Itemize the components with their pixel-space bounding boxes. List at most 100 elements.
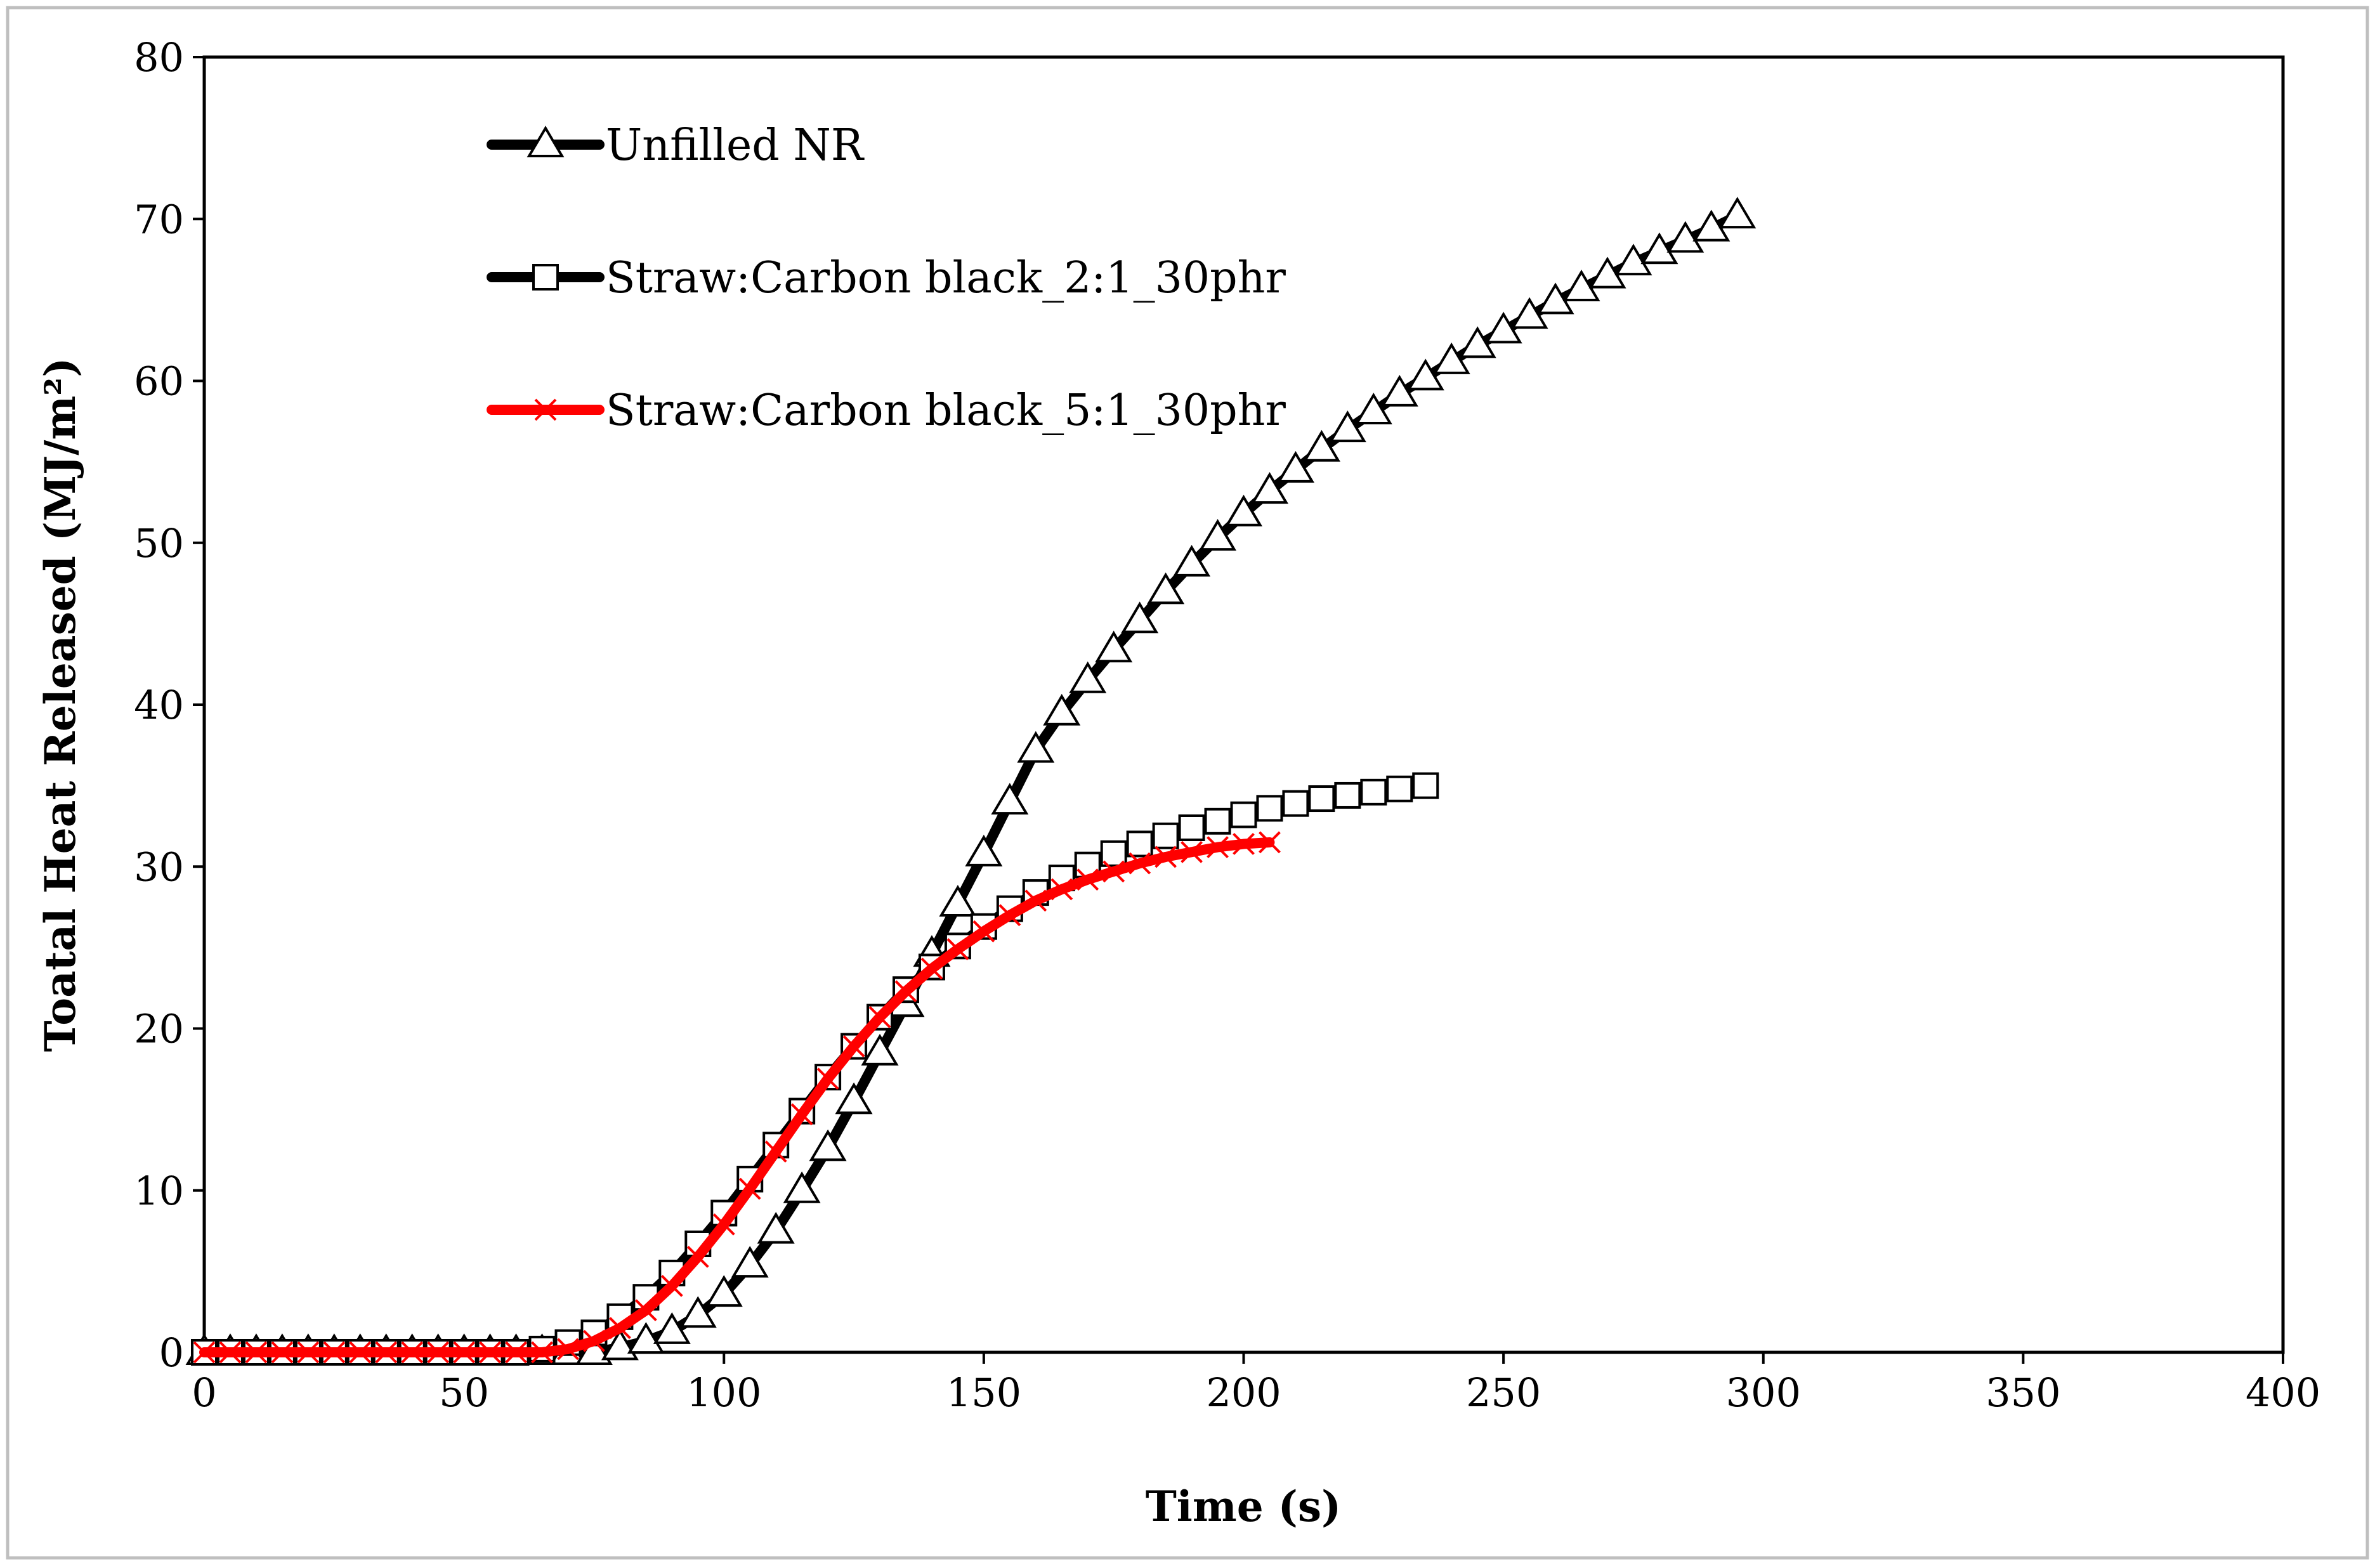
data-point-triangle	[939, 885, 977, 917]
legend-label: Straw:Carbon black_5:1_30phr	[606, 386, 1286, 436]
data-point-square	[1412, 772, 1439, 799]
x-tick-label: 150	[946, 1369, 1021, 1416]
data-point-x	[1207, 836, 1229, 859]
data-point-x	[764, 1140, 787, 1163]
data-point-x	[1076, 868, 1099, 891]
x-axis-ticks: 0 50 100 150 200 250 300 350 400	[192, 1352, 2320, 1416]
data-point-triangle	[1173, 545, 1211, 577]
data-point-x	[790, 1103, 813, 1126]
data-point-triangle	[1562, 270, 1600, 302]
data-point-x	[245, 1341, 268, 1364]
data-point-triangle	[1380, 374, 1418, 407]
data-point-square	[1230, 801, 1257, 828]
x-tick-label: 100	[686, 1369, 761, 1416]
data-point-square	[1334, 781, 1361, 809]
data-point-square	[1178, 814, 1205, 841]
y-axis-ticks: 0 10 20 30 40 50 60 70 80	[134, 34, 204, 1376]
data-point-x	[583, 1330, 605, 1352]
data-point-triangle	[1121, 601, 1159, 634]
data-point-x	[1129, 852, 1151, 875]
legend-label: Straw:Carbon black_2:1_30phr	[606, 253, 1286, 303]
data-point-x	[453, 1341, 476, 1364]
legend-item-1: Unfilled NR	[487, 121, 865, 171]
data-point-x	[998, 904, 1021, 927]
data-point-x	[634, 1299, 657, 1322]
data-point-x	[660, 1274, 683, 1297]
data-point-triangle	[627, 1322, 665, 1354]
data-point-x	[557, 1338, 579, 1361]
data-point-triangle	[861, 1033, 899, 1066]
x-tick-label: 400	[2246, 1369, 2320, 1416]
data-point-triangle	[1069, 661, 1107, 693]
legend: Unfilled NR Straw:Carbon black_2:1_30phr S…	[487, 121, 1286, 436]
data-point-triangle	[1328, 410, 1366, 443]
data-point-x	[1050, 878, 1073, 901]
data-point-x	[1155, 846, 1177, 868]
data-point-triangle	[1095, 630, 1133, 663]
data-point-x	[1024, 889, 1047, 912]
data-point-triangle	[1224, 494, 1263, 526]
data-point-x	[1102, 860, 1125, 883]
y-tick-label: 10	[134, 1168, 184, 1214]
data-point-triangle	[1043, 693, 1081, 726]
data-point-square	[1204, 807, 1231, 835]
data-point-x	[946, 938, 969, 960]
data-point-triangle	[601, 1328, 639, 1361]
x-tick-label: 250	[1466, 1369, 1541, 1416]
data-point-triangle	[965, 834, 1003, 866]
data-point-triangle	[757, 1212, 795, 1244]
data-point-x	[972, 920, 995, 943]
data-point-x	[920, 957, 943, 980]
legend-label: Unfilled NR	[606, 121, 865, 171]
data-point-x	[712, 1213, 735, 1236]
data-point-square	[1282, 790, 1309, 817]
data-point-triangle	[1614, 244, 1652, 276]
x-axis-title: Time (s)	[1146, 1482, 1342, 1531]
data-point-triangle	[1302, 429, 1340, 462]
data-point-square	[1308, 785, 1335, 813]
data-point-triangle	[1354, 393, 1392, 424]
series-3	[193, 831, 1281, 1364]
data-point-x	[323, 1341, 346, 1364]
x-tick-label: 200	[1206, 1369, 1281, 1416]
data-point-x	[608, 1317, 631, 1340]
data-point-x	[505, 1341, 527, 1364]
y-axis-title: Toatal Heat Released (MJ/m²)	[36, 358, 85, 1052]
x-tick-label: 350	[1986, 1369, 2060, 1416]
y-tick-label: 20	[134, 1006, 184, 1052]
y-tick-label: 0	[159, 1330, 184, 1376]
data-point-square	[1360, 778, 1387, 806]
legend-item-3: Straw:Carbon black_5:1_30phr	[487, 386, 1286, 436]
data-point-x	[868, 1006, 891, 1029]
data-point-triangle	[1718, 197, 1757, 229]
x-tick-label: 50	[439, 1369, 489, 1416]
data-point-x	[1181, 840, 1203, 863]
data-point-x	[271, 1341, 294, 1364]
data-point-triangle	[1199, 519, 1237, 551]
data-point-triangle	[1147, 572, 1185, 604]
data-point-x	[816, 1068, 839, 1090]
data-point-x	[375, 1341, 398, 1364]
data-point-x	[738, 1177, 761, 1200]
legend-item-2: Straw:Carbon black_2:1_30phr	[487, 253, 1286, 303]
data-point-triangle	[809, 1129, 847, 1161]
data-point-x	[401, 1341, 424, 1364]
y-tick-label: 60	[134, 358, 184, 405]
data-point-triangle	[653, 1312, 691, 1344]
data-point-triangle	[1406, 358, 1444, 391]
data-point-triangle	[991, 783, 1029, 815]
data-point-x	[842, 1035, 865, 1057]
data-point-x	[219, 1341, 242, 1364]
data-point-x	[1233, 833, 1255, 855]
data-point-triangle	[1432, 342, 1470, 374]
data-point-square	[532, 264, 559, 291]
data-point-x	[427, 1341, 450, 1364]
data-point-triangle	[1640, 232, 1678, 265]
data-point-triangle	[1276, 450, 1314, 483]
data-point-triangle	[783, 1171, 821, 1203]
data-point-x	[479, 1341, 502, 1364]
data-point-triangle	[705, 1275, 743, 1307]
data-point-triangle	[1017, 731, 1055, 763]
